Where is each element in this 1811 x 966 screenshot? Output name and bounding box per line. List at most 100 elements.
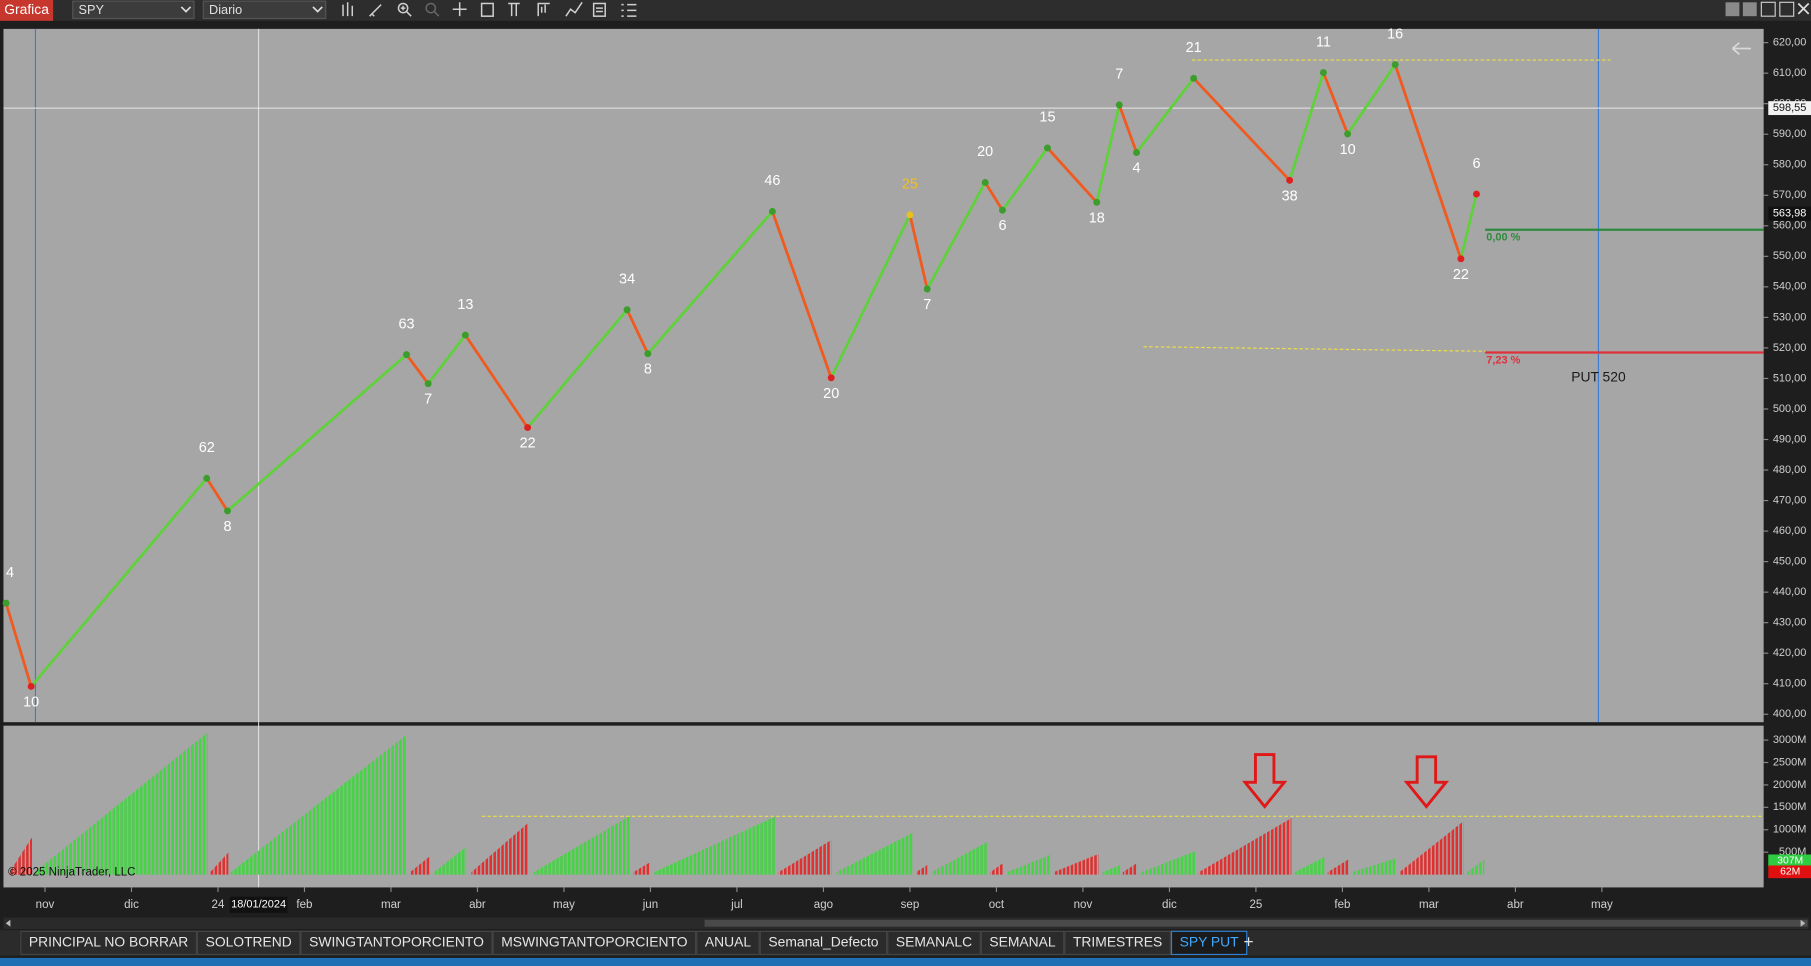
zoom-out-icon[interactable] <box>425 2 437 14</box>
y-tick-label: 570,00 <box>1773 189 1807 201</box>
zigzag-segment <box>29 476 209 688</box>
zigzag-segment <box>1046 146 1099 204</box>
back-arrow[interactable] <box>1731 42 1751 55</box>
tab[interactable]: ANUAL <box>696 930 760 956</box>
zoom-in-icon[interactable] <box>397 2 409 14</box>
x-tick-label: nov <box>36 899 55 911</box>
window-button[interactable] <box>1725 2 1740 17</box>
swing-point <box>623 306 631 314</box>
swing-label: 34 <box>619 272 635 288</box>
volume-ramp <box>9 837 33 875</box>
tab-label: SPY PUT <box>1180 934 1240 950</box>
y-tick-label: 550,00 <box>1773 250 1807 262</box>
tab[interactable]: MSWINGTANTOPORCIENTO <box>492 930 697 956</box>
swing-label: 22 <box>520 436 536 452</box>
volume-ramp <box>1053 853 1099 875</box>
zigzag-segment <box>1288 71 1325 182</box>
volume-ramp <box>1006 854 1051 875</box>
zigzag-segment <box>1135 76 1196 154</box>
tab[interactable]: TRIMESTRES <box>1064 930 1171 956</box>
swing-point <box>644 350 652 358</box>
volume-tick-label: 3000M <box>1773 734 1807 746</box>
alert-arrow <box>1242 753 1288 809</box>
swing-label: 15 <box>1039 110 1055 126</box>
swing-point <box>1286 176 1294 184</box>
y-tick-label: 540,00 <box>1773 281 1807 293</box>
tab[interactable]: SOLOTREND <box>196 930 301 956</box>
close-button[interactable] <box>1797 2 1810 15</box>
zigzag-segment <box>646 210 774 356</box>
tab-bg <box>696 930 760 956</box>
scroll-thumb[interactable] <box>704 919 1808 927</box>
swing-label: 6 <box>998 218 1006 234</box>
x-tick-label: ago <box>814 899 833 911</box>
y-tick-label: 480,00 <box>1773 464 1807 476</box>
crosshair-icon[interactable] <box>452 2 467 17</box>
x-tick-label: mar <box>1419 899 1439 911</box>
zigzag-segment <box>1001 146 1049 212</box>
symbol-dropdown[interactable] <box>72 0 195 20</box>
interval: Diario <box>209 3 242 17</box>
swing-point <box>768 207 776 215</box>
swing-point <box>1473 190 1480 198</box>
swing-point <box>906 211 914 219</box>
last-price-tag <box>1768 206 1811 221</box>
indicator-icon[interactable] <box>537 2 550 17</box>
volume-tag-label: 307M <box>1777 856 1803 867</box>
swing-label: 10 <box>1340 142 1356 158</box>
zigzag-segment <box>625 308 650 356</box>
zigzag-segment <box>1459 192 1478 261</box>
tab-bg <box>759 930 888 956</box>
interval-dropdown[interactable] <box>202 0 327 20</box>
tab-bg <box>1170 930 1248 956</box>
tab[interactable]: SWINGTANTOPORCIENTO <box>300 930 493 956</box>
props-icon[interactable] <box>480 2 494 17</box>
tab-label: SEMANAL <box>989 934 1056 950</box>
swing-label: 8 <box>644 362 652 378</box>
minimize-button[interactable] <box>1760 1 1776 17</box>
tab[interactable]: SPY PUT <box>1170 930 1248 956</box>
tab-label: SEMANALC <box>896 934 972 950</box>
swing-point <box>424 380 432 388</box>
swing-label: 62 <box>199 440 215 456</box>
list-icon[interactable] <box>592 2 606 17</box>
y-tick-label: 440,00 <box>1773 586 1807 598</box>
volume-ramp <box>1122 862 1138 875</box>
y-tick-label: 410,00 <box>1773 678 1807 690</box>
bars-icon[interactable] <box>342 2 354 17</box>
swing-point <box>461 331 469 339</box>
toolbar-icons <box>342 1 637 17</box>
swing-label: 18 <box>1089 210 1105 226</box>
swing-point <box>981 178 989 186</box>
tabs: PRINCIPAL NO BORRAR SOLOTREND SWINGTANTOPO… <box>20 930 1248 956</box>
price-level-label: 7,23 % <box>1486 354 1520 366</box>
tab[interactable]: SEMANAL <box>980 930 1065 956</box>
tab[interactable]: Semanal_Defecto <box>759 930 888 956</box>
tab[interactable]: PRINCIPAL NO BORRAR <box>20 930 197 956</box>
y-tick-label: 610,00 <box>1773 67 1807 79</box>
title-badge <box>0 0 54 21</box>
volume-tick-label: 2000M <box>1773 779 1807 791</box>
status-strip <box>0 957 1811 966</box>
swing-label: 7 <box>1115 67 1123 83</box>
swing-point <box>203 474 211 482</box>
strategy-icon[interactable] <box>565 1 583 17</box>
tab[interactable]: SEMANALC <box>887 930 981 956</box>
volume-ramp <box>1198 818 1292 875</box>
draw-icon[interactable] <box>369 4 382 17</box>
template-icon[interactable] <box>508 2 520 17</box>
y-tick-label: 560,00 <box>1773 220 1807 232</box>
tab-bg <box>20 930 197 956</box>
swing-label: 10 <box>23 694 39 710</box>
maximize-button[interactable] <box>1779 1 1795 17</box>
tab-label: SWINGTANTOPORCIENTO <box>309 934 484 950</box>
menu-icon[interactable] <box>621 3 637 17</box>
add-tab[interactable]: + <box>1243 931 1253 951</box>
y-tick-label: 430,00 <box>1773 617 1807 629</box>
swing-label: 25 <box>902 177 918 193</box>
zigzag-segment <box>829 213 912 380</box>
y-tick-label: 470,00 <box>1773 494 1807 506</box>
volume-tag <box>1768 854 1811 868</box>
window-button[interactable] <box>1742 2 1757 17</box>
